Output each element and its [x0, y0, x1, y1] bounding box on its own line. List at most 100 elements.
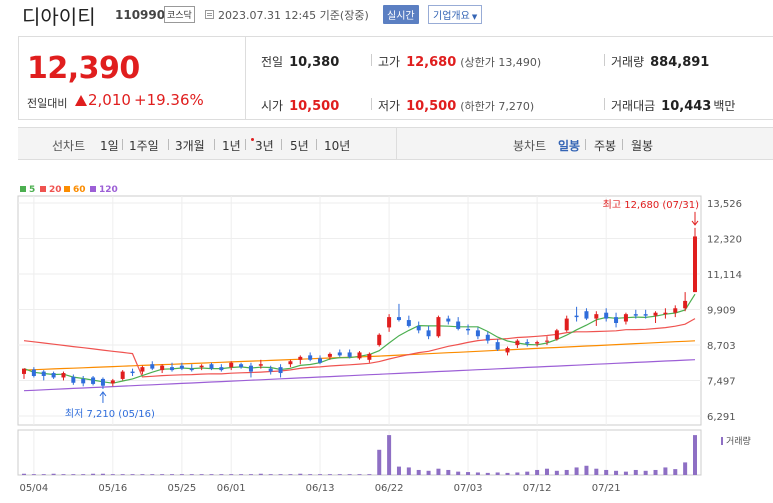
tab-10-years[interactable]: 10년 [324, 139, 351, 153]
volume-bar [199, 474, 204, 475]
tab-3-months[interactable]: 3개월 [175, 139, 205, 153]
tab-1-day[interactable]: 1일 [100, 139, 119, 153]
volume-value: 884,891 [650, 55, 710, 70]
legend-swatch [90, 186, 96, 192]
tab-separator [585, 139, 586, 150]
candle-body [229, 362, 234, 368]
candle-body [61, 373, 66, 378]
current-price: 12,390 [27, 51, 140, 86]
candle-body [160, 365, 165, 371]
amount-cell: 거래대금 10,443 백만 [611, 97, 735, 114]
candle-body [614, 317, 619, 323]
legend-ma5: 5 [20, 185, 35, 195]
calendar-icon [205, 10, 214, 19]
volume-bar [633, 469, 638, 475]
volume-bar [41, 474, 46, 475]
tab-daily[interactable]: 일봉 [558, 139, 581, 153]
volume-bar [31, 474, 36, 475]
volume-bar [100, 473, 105, 475]
low-label: 저가 [378, 99, 401, 113]
legend-ma120: 120 [90, 185, 118, 195]
volume-bar [663, 467, 668, 475]
stock-name: 디아이티 [22, 5, 96, 29]
tab-3-years[interactable]: 3년 [255, 139, 274, 153]
cell-separator [371, 54, 372, 66]
high-annotation: 최고 12,680 (07/31) [603, 199, 699, 211]
candle-body [446, 318, 451, 322]
volume-bar [643, 470, 648, 475]
volume-bar [436, 468, 441, 475]
candle-body [130, 371, 135, 374]
volume-bar [614, 470, 619, 475]
volume-bar [61, 474, 66, 475]
candle-body [633, 314, 638, 316]
volume-bar [456, 471, 461, 475]
legend-ma60: 60 [64, 185, 86, 195]
volume-bar [278, 474, 283, 475]
up-arrow-icon [75, 95, 87, 106]
tab-divider [396, 128, 397, 159]
high-cell: 고가 12,680 (상한가 13,490) [378, 53, 541, 70]
prev-close-label: 전일 [261, 55, 284, 69]
volume-bar [298, 473, 303, 475]
volume-bar [219, 474, 224, 475]
tab-5-years[interactable]: 5년 [290, 139, 309, 153]
candle-body [653, 312, 658, 316]
period-tab-bar: 선차트 1일 1주일 3개월 1년 3년 5년 10년 봉차트 일봉 주봉 월봉 [18, 127, 773, 160]
legend-swatch [40, 186, 46, 192]
candle-body [288, 361, 293, 365]
volume-bar [623, 471, 628, 475]
volume-bar [416, 469, 421, 475]
tab-weekly[interactable]: 주봉 [594, 139, 617, 153]
volume-bar [594, 468, 599, 475]
volume-bar [475, 472, 480, 475]
candle-body [416, 325, 421, 331]
volume-cell: 거래량 884,891 [611, 53, 709, 70]
legend-label: 5 [29, 185, 36, 195]
prev-close-cell: 전일 10,380 [261, 53, 339, 70]
tab-1-week[interactable]: 1주일 [129, 139, 159, 153]
volume-bar [288, 474, 293, 475]
company-overview-button[interactable]: 기업개요 ▼ [428, 5, 483, 24]
ma5-line [23, 293, 696, 384]
prev-close-value: 10,380 [289, 55, 340, 70]
cell-separator [371, 98, 372, 110]
candle-body [584, 311, 589, 319]
y-tick-label: 8,703 [707, 341, 736, 352]
candle-body [604, 312, 609, 319]
tab-separator [122, 139, 123, 150]
candle-body [396, 317, 401, 321]
volume-bar [110, 474, 115, 475]
volume-bar [258, 473, 263, 475]
candle-body [51, 373, 56, 378]
candle-body [81, 378, 86, 384]
low-arrow-head [99, 391, 107, 397]
volume-bar [387, 435, 392, 475]
tab-separator [168, 139, 169, 150]
volume-bar [140, 474, 145, 475]
candle-body [693, 236, 697, 293]
volume-bar [347, 474, 352, 475]
volume-legend-swatch [721, 437, 723, 445]
quote-divider [245, 37, 246, 119]
x-tick-label: 05/16 [98, 483, 127, 494]
candle-body [298, 356, 303, 360]
volume-bar [318, 474, 323, 475]
legend-label: 60 [73, 185, 86, 195]
volume-bar [584, 465, 589, 475]
x-tick-label: 05/25 [167, 483, 196, 494]
tab-separator [214, 139, 215, 150]
tab-1-year[interactable]: 1년 [222, 139, 241, 153]
tab-separator [316, 139, 317, 150]
candle-body [22, 368, 26, 374]
candle-body [406, 320, 411, 326]
candle-body [594, 314, 599, 319]
tab-monthly[interactable]: 월봉 [631, 139, 654, 153]
volume-bar [81, 474, 86, 475]
realtime-button[interactable]: 실시간 [383, 5, 419, 24]
high-arrow-head [691, 220, 699, 226]
open-label: 시가 [261, 99, 284, 113]
candle-body [110, 380, 115, 384]
volume-bar [574, 467, 579, 475]
volume-bar [239, 474, 244, 475]
